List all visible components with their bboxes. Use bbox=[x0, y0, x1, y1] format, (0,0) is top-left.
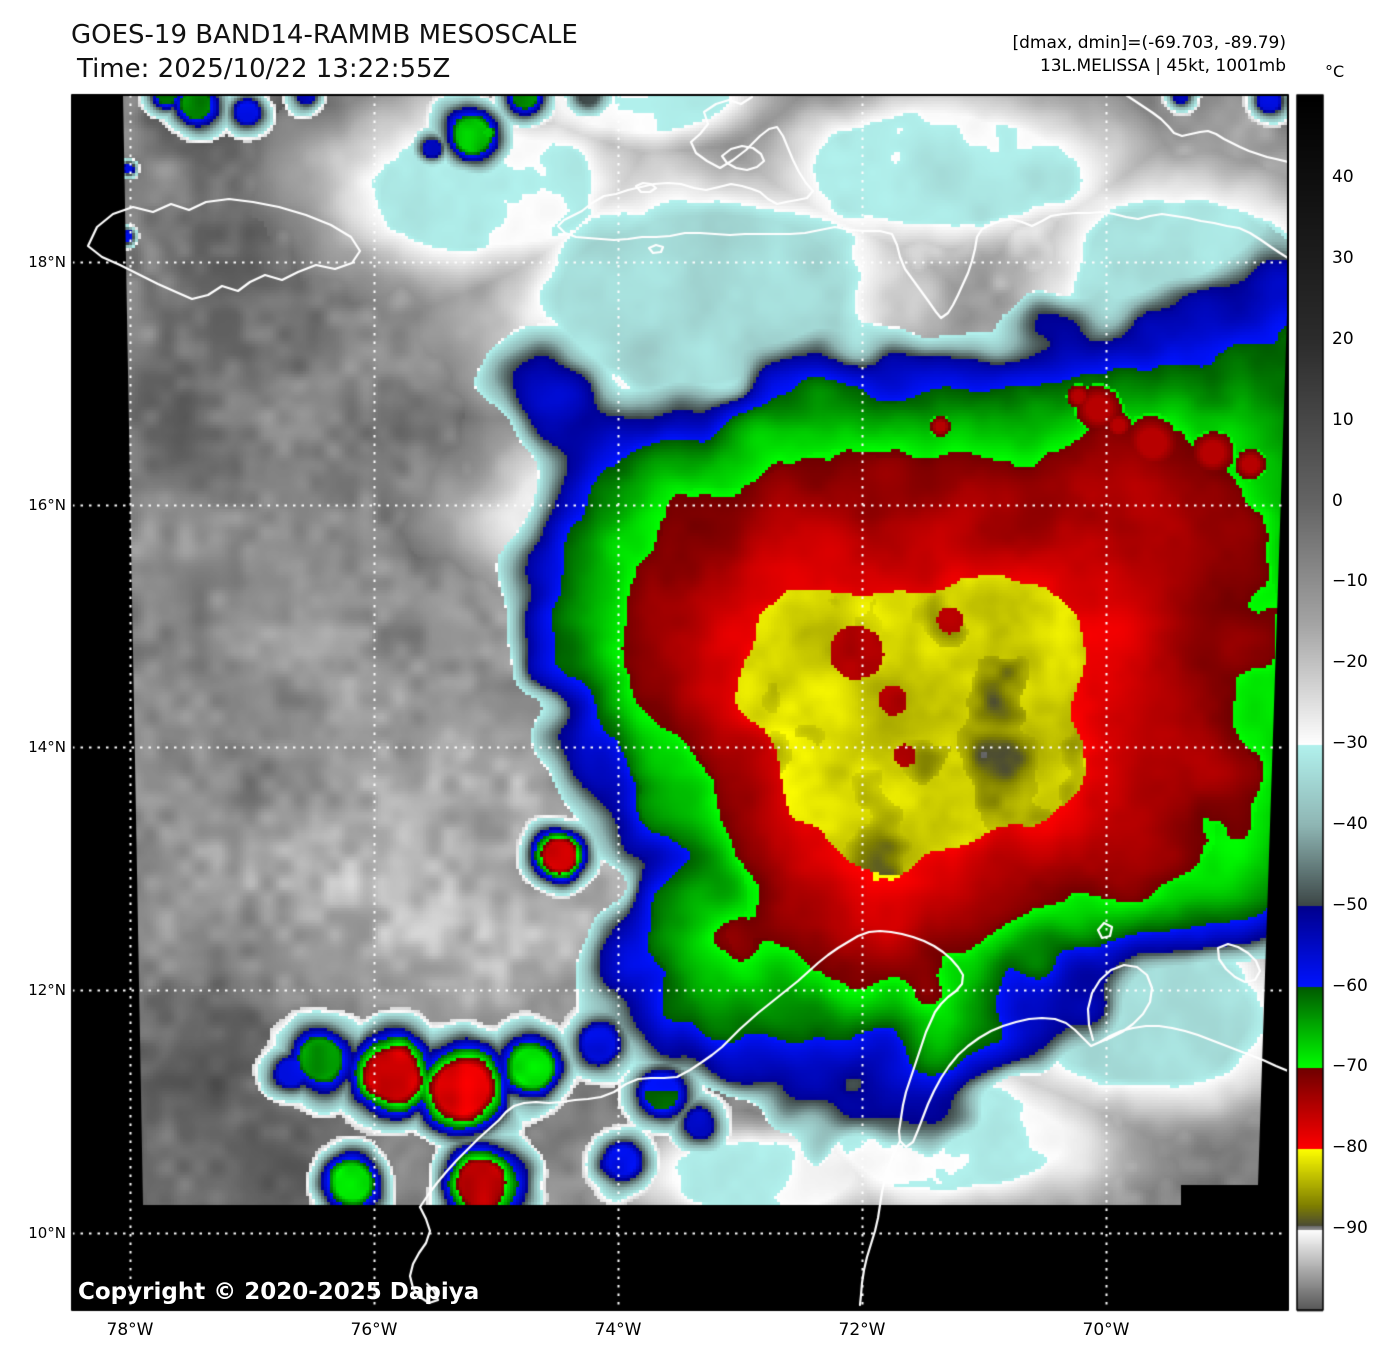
colorbar-tick-label: 20 bbox=[1332, 328, 1354, 349]
lon-tick-label: 74°W bbox=[594, 1320, 642, 1340]
dmax-dmin-label: [dmax, dmin]=(-69.703, -89.79) bbox=[1012, 33, 1287, 53]
lon-tick-label: 72°W bbox=[838, 1320, 886, 1340]
lat-tick-label: 16°N bbox=[28, 496, 66, 514]
lat-tick-label: 14°N bbox=[28, 738, 66, 756]
lat-tick-label: 12°N bbox=[28, 981, 66, 999]
lat-tick-label: 18°N bbox=[28, 253, 66, 271]
lon-tick-label: 70°W bbox=[1082, 1320, 1130, 1340]
colorbar-tick-label: 0 bbox=[1332, 490, 1343, 511]
lat-tick-label: 10°N bbox=[28, 1224, 66, 1242]
lon-tick-label: 78°W bbox=[106, 1320, 154, 1340]
colorbar-tick-label: 30 bbox=[1332, 248, 1354, 269]
page-title: GOES-19 BAND14-RAMMB MESOSCALE bbox=[71, 20, 578, 50]
timestamp-label: Time: 2025/10/22 13:22:55Z bbox=[77, 54, 451, 84]
colorbar-tick-label: −30 bbox=[1332, 733, 1368, 754]
colorbar-tick-label: −70 bbox=[1332, 1056, 1368, 1077]
colorbar-tick-label: −50 bbox=[1332, 894, 1368, 915]
colorbar-tick-label: −60 bbox=[1332, 975, 1368, 996]
colorbar-tick-label: −90 bbox=[1332, 1218, 1368, 1239]
colorbar-tick-label: 40 bbox=[1332, 167, 1354, 188]
colorbar-tick-label: 10 bbox=[1332, 409, 1354, 430]
copyright-label: Copyright © 2020-2025 Dapiya bbox=[78, 1279, 480, 1305]
colorbar-tick-label: −80 bbox=[1332, 1137, 1368, 1158]
colorbar-tick-label: −20 bbox=[1332, 652, 1368, 673]
colorbar-tick-label: −10 bbox=[1332, 571, 1368, 592]
storm-info-label: 13L.MELISSA | 45kt, 1001mb bbox=[1039, 56, 1286, 76]
colorbar-unit-label: °C bbox=[1325, 62, 1345, 81]
colorbar-tick-label: −40 bbox=[1332, 813, 1368, 834]
lon-tick-label: 76°W bbox=[350, 1320, 398, 1340]
